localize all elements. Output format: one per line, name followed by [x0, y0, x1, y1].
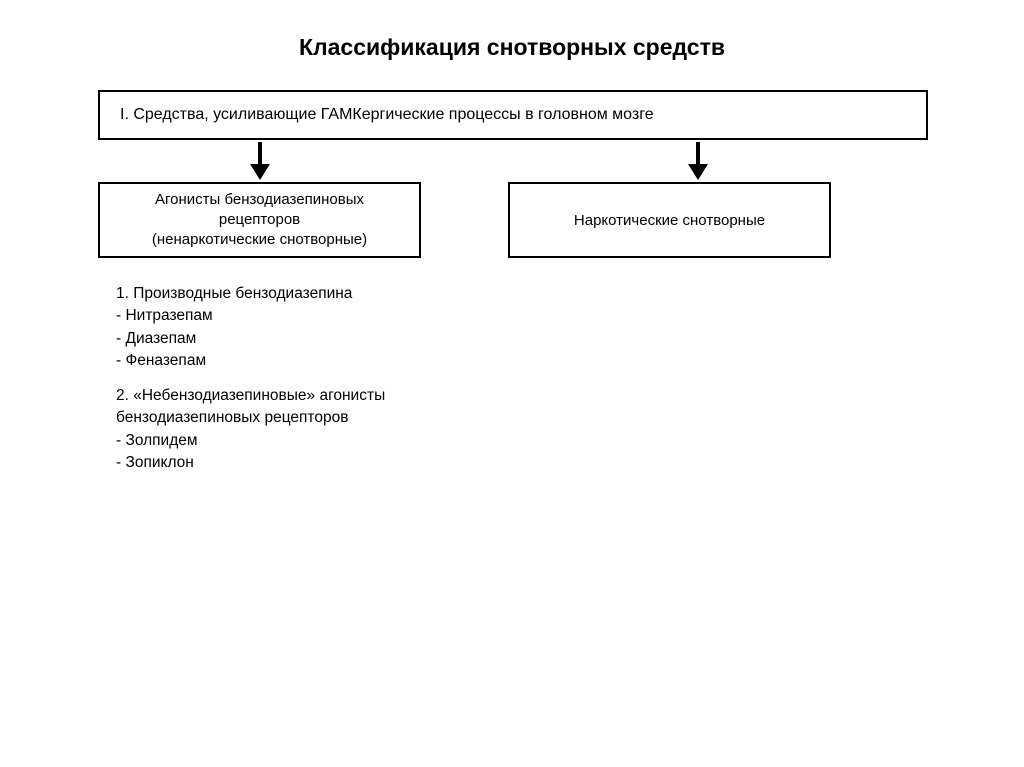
- top-category-box: I. Средства, усиливающие ГАМКергические …: [98, 90, 928, 140]
- drug-group-2: 2. «Небензодиазепиновые» агонисты бензод…: [116, 385, 446, 475]
- group2-item: - Золпидем: [116, 430, 446, 452]
- group2-header-line1: 2. «Небензодиазепиновые» агонисты: [116, 385, 446, 407]
- page-title: Классификация снотворных средств: [0, 0, 1024, 83]
- group1-item: - Диазепам: [116, 328, 352, 350]
- left-box-line3: (ненаркотические снотворные): [152, 230, 367, 250]
- left-box-line2: рецепторов: [219, 210, 300, 230]
- left-subcategory-box: Агонисты бензодиазепиновых рецепторов (н…: [98, 182, 421, 258]
- arrow-down-left: [250, 142, 270, 180]
- group2-item: - Зопиклон: [116, 452, 446, 474]
- group2-header-line2: бензодиазепиновых рецепторов: [116, 407, 446, 429]
- left-box-line1: Агонисты бензодиазепиновых: [155, 190, 364, 210]
- group1-item: - Нитразепам: [116, 305, 352, 327]
- right-subcategory-box: Наркотические снотворные: [508, 182, 831, 258]
- group1-item: - Феназепам: [116, 350, 352, 372]
- group1-header: 1. Производные бензодиазепина: [116, 283, 352, 305]
- drug-group-1: 1. Производные бензодиазепина - Нитразеп…: [116, 283, 352, 373]
- right-box-text: Наркотические снотворные: [574, 212, 765, 229]
- arrow-down-right: [688, 142, 708, 180]
- top-category-text: I. Средства, усиливающие ГАМКергические …: [120, 106, 654, 124]
